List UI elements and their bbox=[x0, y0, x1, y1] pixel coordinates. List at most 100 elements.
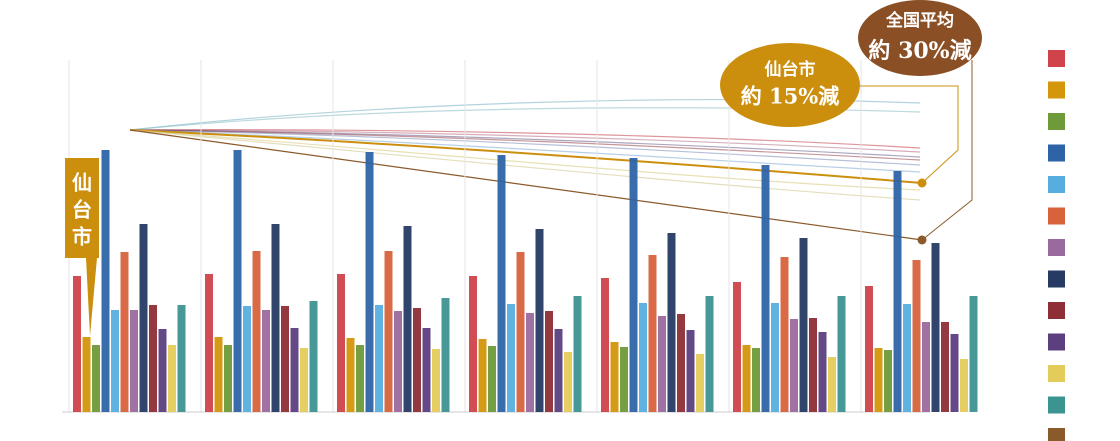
bar bbox=[365, 152, 374, 412]
connector bbox=[858, 85, 959, 184]
bar bbox=[422, 328, 431, 412]
legend-swatch bbox=[1048, 270, 1065, 288]
bar bbox=[893, 171, 902, 412]
bar bbox=[874, 348, 883, 412]
city-tag-char: 市 bbox=[72, 225, 92, 249]
bar bbox=[101, 150, 110, 412]
connector bbox=[921, 60, 973, 241]
bar bbox=[111, 310, 119, 412]
bar bbox=[233, 150, 242, 412]
bar bbox=[742, 345, 751, 412]
bar bbox=[92, 345, 100, 412]
bar bbox=[130, 310, 138, 412]
bar bbox=[733, 282, 741, 412]
bar bbox=[912, 260, 921, 412]
bar bbox=[478, 339, 487, 412]
legend-swatch bbox=[1048, 428, 1065, 441]
bar bbox=[677, 314, 685, 412]
bar bbox=[535, 229, 544, 412]
bar bbox=[837, 296, 846, 412]
bar bbox=[337, 274, 345, 412]
bar bbox=[139, 224, 148, 412]
bar bbox=[394, 311, 402, 412]
bar bbox=[158, 329, 167, 412]
bar bbox=[290, 328, 299, 412]
bar bbox=[149, 305, 157, 412]
bar bbox=[639, 303, 647, 412]
legend-swatch bbox=[1048, 396, 1065, 414]
bar bbox=[271, 224, 280, 412]
bar bbox=[413, 308, 421, 412]
bar bbox=[526, 313, 534, 412]
legend-swatch bbox=[1048, 333, 1065, 351]
bar bbox=[610, 342, 619, 412]
bar bbox=[507, 304, 515, 412]
bar bbox=[620, 347, 628, 412]
bar bbox=[300, 348, 308, 412]
bar bbox=[205, 274, 213, 412]
national-bubble bbox=[858, 0, 982, 76]
city-tag-char: 仙 bbox=[72, 171, 92, 195]
bar bbox=[696, 354, 704, 412]
legend-swatch bbox=[1048, 176, 1065, 193]
bar bbox=[82, 337, 91, 412]
bar bbox=[667, 233, 676, 412]
bar bbox=[799, 238, 808, 412]
bar bbox=[375, 305, 383, 412]
bar bbox=[545, 311, 553, 412]
bar bbox=[752, 348, 760, 412]
bar bbox=[922, 322, 930, 412]
bar bbox=[441, 298, 450, 412]
bar bbox=[554, 329, 563, 412]
bar bbox=[809, 318, 817, 412]
bar bbox=[950, 334, 959, 412]
bar bbox=[262, 310, 270, 412]
bar bbox=[516, 252, 525, 412]
bar bbox=[346, 338, 355, 412]
legend-swatch bbox=[1048, 365, 1065, 382]
bar bbox=[564, 352, 572, 412]
bar bbox=[252, 251, 261, 412]
bar bbox=[243, 306, 251, 412]
bar bbox=[214, 337, 223, 412]
bar bbox=[356, 345, 364, 412]
city-bubble-value: 約 15%減 bbox=[741, 84, 840, 109]
city-tag-char: 台 bbox=[72, 198, 92, 222]
bar bbox=[309, 301, 318, 412]
trend-lines bbox=[129, 98, 923, 241]
bar bbox=[818, 332, 827, 412]
bar bbox=[648, 255, 657, 412]
bar bbox=[761, 165, 770, 412]
bar bbox=[771, 303, 779, 412]
bar bbox=[629, 158, 638, 412]
legend-swatch bbox=[1048, 302, 1065, 319]
legend-swatch bbox=[1048, 50, 1065, 67]
bar bbox=[686, 330, 695, 412]
bar bbox=[120, 252, 129, 412]
bar bbox=[73, 276, 81, 412]
bar bbox=[903, 304, 911, 412]
city-bubble-title: 仙台市 bbox=[765, 59, 816, 80]
bar bbox=[931, 243, 940, 412]
legend-swatch bbox=[1048, 239, 1065, 256]
bar bbox=[658, 316, 666, 412]
bar bbox=[432, 349, 440, 412]
bar bbox=[384, 251, 393, 412]
end-dot bbox=[917, 235, 927, 245]
legend-swatch bbox=[1048, 207, 1065, 225]
bar bbox=[780, 257, 789, 412]
bar bbox=[705, 296, 714, 412]
bar bbox=[281, 306, 289, 412]
national-bubble-value: 約 30%減 bbox=[868, 38, 971, 64]
bar bbox=[969, 296, 978, 412]
bar bbox=[941, 322, 949, 412]
legend-swatch bbox=[1048, 81, 1065, 99]
bar bbox=[497, 155, 506, 412]
bar bbox=[224, 345, 232, 412]
bar bbox=[177, 305, 186, 412]
legend-swatch bbox=[1048, 113, 1065, 130]
city-tag bbox=[65, 158, 99, 336]
bar bbox=[573, 296, 582, 412]
bar bbox=[601, 278, 609, 412]
bar bbox=[884, 350, 892, 412]
